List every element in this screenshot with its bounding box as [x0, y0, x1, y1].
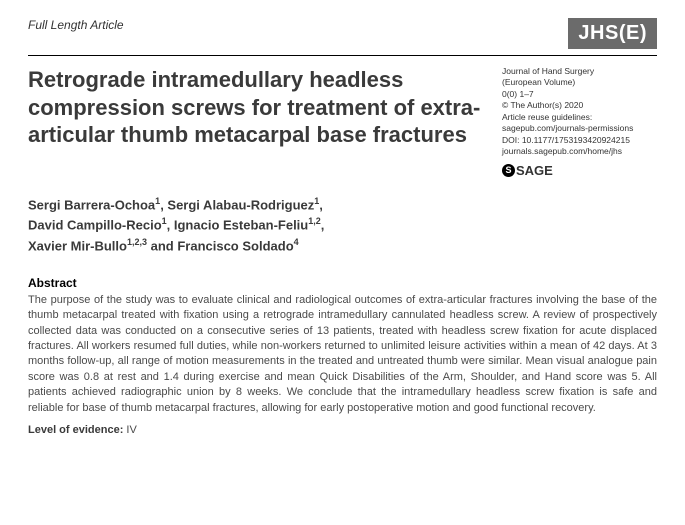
- top-bar: Full Length Article JHS(E): [28, 18, 657, 56]
- doi: DOI: 10.1177/1753193420924215: [502, 135, 657, 146]
- affil: 4: [294, 237, 299, 247]
- affil: 1,2,3: [127, 237, 147, 247]
- volume-pages: 0(0) 1–7: [502, 89, 657, 100]
- author: , Sergi Alabau-Rodriguez: [160, 198, 314, 213]
- article-title: Retrograde intramedullary headless compr…: [28, 66, 484, 149]
- journal-name: Journal of Hand Surgery: [502, 66, 657, 77]
- abstract-heading: Abstract: [28, 276, 657, 290]
- sage-s-icon: S: [502, 164, 515, 177]
- author: and Francisco Soldado: [147, 238, 294, 253]
- evidence-label: Level of evidence:: [28, 424, 123, 436]
- sep: ,: [321, 218, 325, 233]
- journal-url: journals.sagepub.com/home/jhs: [502, 146, 657, 157]
- title-block: Retrograde intramedullary headless compr…: [28, 66, 484, 179]
- author: Sergi Barrera-Ochoa: [28, 198, 155, 213]
- publisher-name: SAGE: [516, 162, 553, 180]
- evidence-level: Level of evidence: IV: [28, 424, 657, 436]
- authors-list: Sergi Barrera-Ochoa1, Sergi Alabau-Rodri…: [28, 195, 657, 256]
- author: , Ignacio Esteban-Feliu: [167, 218, 309, 233]
- reuse-label: Article reuse guidelines:: [502, 112, 657, 123]
- article-type: Full Length Article: [28, 18, 124, 32]
- publisher-logo: SSAGE: [502, 162, 553, 180]
- evidence-value: IV: [123, 424, 136, 436]
- affil: 1,2: [308, 216, 321, 226]
- journal-badge: JHS(E): [568, 18, 657, 49]
- journal-region: (European Volume): [502, 77, 657, 88]
- reuse-url: sagepub.com/journals-permissions: [502, 123, 657, 134]
- header-row: Retrograde intramedullary headless compr…: [28, 66, 657, 179]
- journal-meta: Journal of Hand Surgery (European Volume…: [502, 66, 657, 179]
- copyright: © The Author(s) 2020: [502, 100, 657, 111]
- author: David Campillo-Recio: [28, 218, 162, 233]
- abstract-body: The purpose of the study was to evaluate…: [28, 293, 657, 416]
- author: Xavier Mir-Bullo: [28, 238, 127, 253]
- sep: ,: [319, 198, 323, 213]
